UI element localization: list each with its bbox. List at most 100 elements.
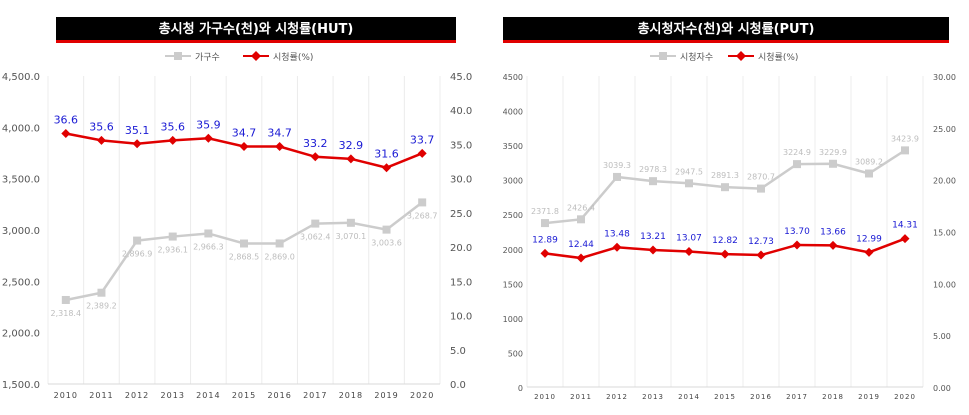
right-axis-tick-label: 20.00 [933,177,956,186]
hut-chart-panel: 총시청 가구수(천)와 시청률(HUT) 1,500.0 2,000.0 2,500… [2,17,472,400]
legend-rating-marker [736,51,746,61]
rating-point [648,245,658,255]
households-point [275,239,284,248]
households-point [61,295,70,304]
rating-data-label: 14.31 [892,221,918,231]
rating-point [612,242,622,252]
left-axis-tick-label: 0 [518,384,523,393]
put-chart-panel: 총시청자수(천)와 시청률(PUT) 0 500 1000 1500 2000 2500 3… [485,0,969,415]
rating-data-label: 12.73 [748,237,774,247]
households-data-label: 2,966.3 [193,242,224,251]
left-axis-tick-label: 1,500.0 [2,380,40,391]
x-axis-tick-label: 2019 [374,391,398,400]
rating-point [96,135,106,145]
households-data-label: 2426.4 [567,203,595,212]
hut-chart: 1,500.0 2,000.0 2,500.0 3,000.0 3,500.0 4,000… [2,51,472,400]
x-axis-tick-label: 2012 [606,393,628,401]
left-axis-tick-label: 3500 [503,142,523,151]
households-point [865,169,873,178]
x-axis-tick-label: 2012 [125,391,149,400]
right-axis-tick-label: 30.00 [933,73,956,82]
rating-point [720,249,730,259]
right-axis-tick-label: 0.00 [933,384,951,393]
rating-point [684,247,694,257]
x-axis-tick-label: 2015 [232,391,256,400]
left-axis-tick-label: 2,000.0 [2,329,40,340]
households-data-label: 2371.8 [531,207,559,216]
rating-data-label: 32.9 [339,139,364,152]
rating-data-label: 13.07 [676,234,702,244]
right-axis-tick-label: 5.00 [933,332,951,341]
left-axis-tick-label: 3000 [503,177,523,186]
households-point [649,177,657,186]
right-axis-tick-label: 25.0 [450,209,472,220]
legend-rating-marker [251,51,261,61]
households-point [613,172,621,181]
legend-rating-label: 시청률(%) [758,52,798,63]
households-data-label: 3224.9 [783,148,811,157]
left-axis-tick-label: 3,500.0 [2,175,40,186]
rating-point [346,154,356,164]
households-data-label: 3,062.4 [300,233,331,242]
left-axis-tick-label: 2,500.0 [2,277,40,288]
households-data-label: 2947.5 [675,167,703,176]
rating-point [576,253,586,263]
left-axis-tick-label: 3,000.0 [2,226,40,237]
households-point [685,179,693,188]
right-axis-tick-label: 15.00 [933,229,956,238]
right-axis-tick-label: 0.0 [450,380,466,391]
rating-data-label: 13.66 [820,227,846,237]
x-axis-tick-label: 2013 [161,391,185,400]
right-axis-tick-label: 10.0 [450,312,472,323]
right-axis-tick-label: 40.0 [450,106,472,117]
rating-data-label: 13.21 [640,232,666,242]
put-chart-title: 총시청자수(천)와 시청률(PUT) [503,17,949,43]
rating-data-label: 34.7 [267,126,292,139]
households-point [577,215,585,224]
x-axis-tick-label: 2010 [534,393,556,401]
legend-rating-label: 시청률(%) [273,52,313,63]
rating-point [900,234,910,244]
x-axis-tick-label: 2018 [339,391,363,400]
right-axis-tick-label: 5.0 [450,346,466,357]
households-data-label: 2978.3 [639,165,667,174]
x-axis-tick-label: 2011 [89,391,113,400]
right-axis-tick-label: 15.0 [450,277,472,288]
put-chart: 0 500 1000 1500 2000 2500 3000 3500 4000 4500 0.00… [503,51,956,401]
rating-data-label: 13.70 [784,227,810,237]
households-data-label: 2,318.4 [51,309,82,318]
rating-data-label: 35.1 [125,124,150,137]
x-axis-tick-label: 2019 [858,393,880,401]
legend-households-marker [174,52,182,60]
right-axis-tick-label: 25.00 [933,125,956,134]
left-axis-tick-label: 1000 [503,315,523,324]
left-axis-tick-label: 2000 [503,246,523,255]
rating-data-label: 12.44 [568,240,594,250]
left-axis-tick-label: 4,000.0 [2,123,40,134]
rating-point [864,247,874,257]
households-data-label: 3,070.1 [336,232,367,241]
rating-data-label: 12.82 [712,236,738,246]
households-data-label: 3039.3 [603,161,631,170]
left-axis-tick-label: 2500 [503,211,523,220]
rating-data-label: 33.7 [410,133,435,146]
households-point [346,218,355,227]
right-axis-tick-label: 30.0 [450,175,472,186]
rating-point [828,240,838,250]
rating-point [203,133,213,143]
x-axis-tick-label: 2014 [678,393,700,401]
rating-point [540,248,550,258]
rating-data-label: 34.7 [232,126,257,139]
legend-households-marker [659,52,667,60]
x-axis-tick-label: 2017 [303,391,327,400]
right-axis-tick-label: 20.0 [450,243,472,254]
rating-data-label: 35.6 [160,120,185,133]
rating-point [239,141,249,151]
households-data-label: 3423.9 [891,134,919,143]
households-data-label: 2870.7 [747,173,775,182]
rating-data-label: 12.99 [856,234,882,244]
rating-data-label: 35.9 [196,118,221,131]
households-data-label: 2,869.0 [264,252,295,261]
x-axis-tick-label: 2017 [786,393,808,401]
x-axis-tick-label: 2016 [267,391,291,400]
